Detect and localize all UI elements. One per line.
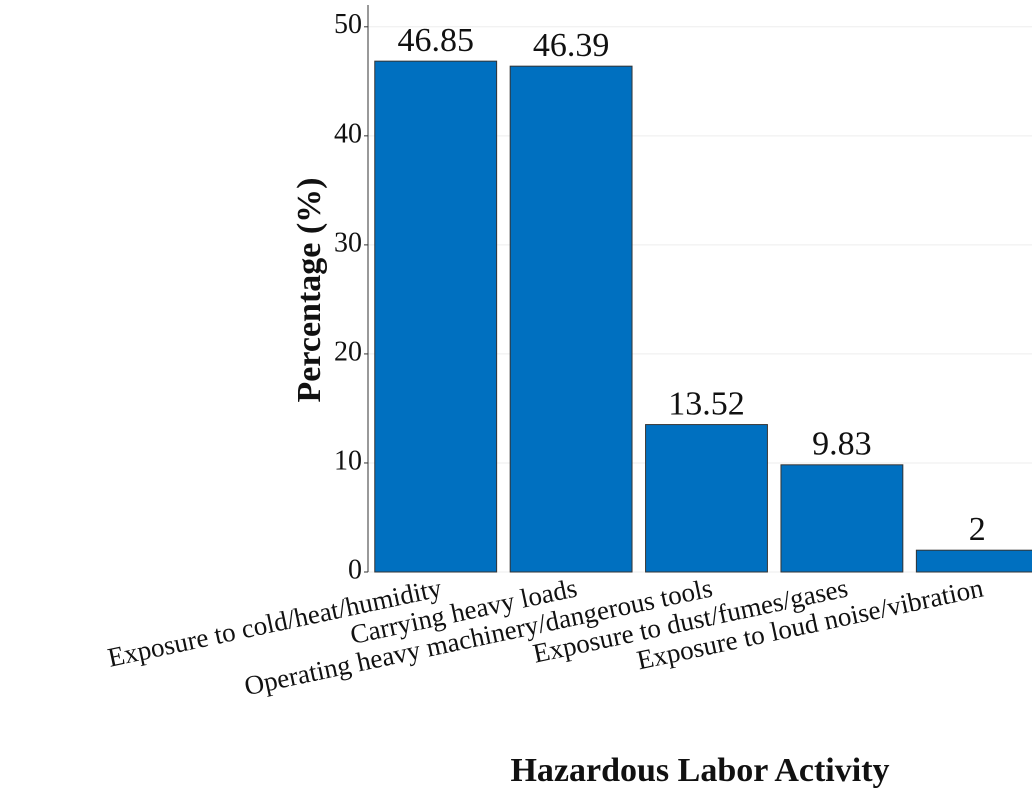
y-tick-label: 30 — [334, 227, 362, 258]
y-tick-label: 50 — [334, 9, 362, 40]
y-tick-label: 40 — [334, 118, 362, 149]
value-label: 13.52 — [668, 385, 745, 422]
value-label: 9.83 — [812, 426, 872, 463]
y-tick-label: 10 — [334, 445, 362, 476]
bar — [509, 65, 633, 573]
y-axis-title: Percentage (%) — [291, 178, 328, 403]
y-tick-label: 0 — [348, 554, 362, 585]
value-label: 2 — [969, 511, 986, 548]
bar — [915, 549, 1032, 573]
y-tick-label: 20 — [334, 336, 362, 367]
bar — [374, 60, 498, 573]
bar — [645, 424, 768, 573]
value-label: 46.85 — [397, 22, 474, 59]
x-axis-title: Hazardous Labor Activity — [510, 752, 889, 789]
value-label: 46.39 — [533, 27, 610, 64]
bar — [780, 464, 904, 573]
